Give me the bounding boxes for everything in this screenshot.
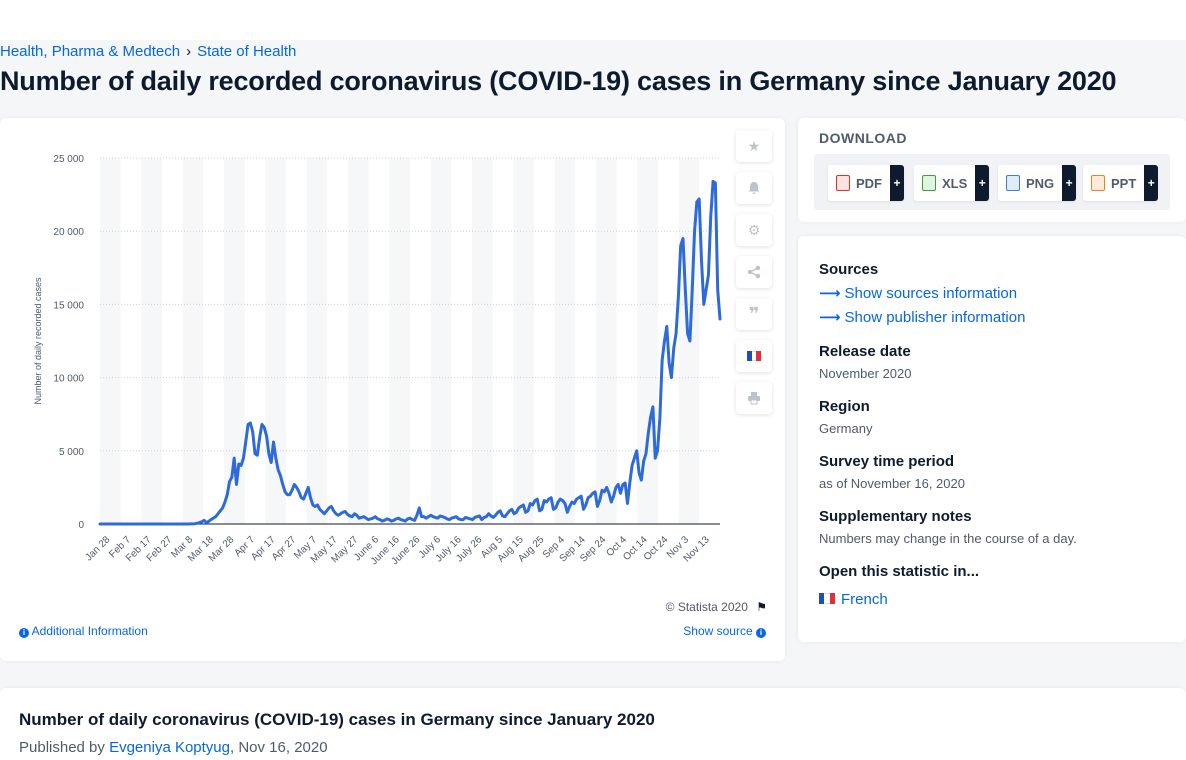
chart-band — [265, 158, 286, 524]
y-tick-label: 0 — [78, 520, 84, 531]
breadcrumb-item-health[interactable]: Health, Pharma & Medtech — [0, 43, 181, 60]
flag-fr-icon — [819, 593, 835, 604]
show-sources-link[interactable]: ⟶ Show sources information — [819, 284, 1017, 302]
x-tick-label: Oct 24 — [642, 534, 671, 563]
pdf-file-icon — [836, 175, 850, 191]
share-icon[interactable] — [736, 256, 772, 288]
print-icon[interactable] — [736, 382, 772, 414]
chart-band — [100, 158, 121, 524]
top-bar — [0, 0, 1186, 40]
statistic-summary-card: Number of daily coronavirus (COVID-19) c… — [0, 688, 1186, 760]
show-source-label: Show source — [683, 624, 753, 638]
supplementary-notes-value: Numbers may change in the course of a da… — [819, 531, 1077, 546]
show-publisher-label: Show publisher information — [844, 309, 1026, 326]
download-buttons: PDF + XLS + PNG + PPT + — [814, 154, 1170, 210]
page-title: Number of daily recorded coronavirus (CO… — [0, 66, 1117, 96]
open-in-french-label: French — [841, 591, 888, 608]
y-tick-label: 5 000 — [59, 447, 84, 458]
survey-period-value: as of November 16, 2020 — [819, 476, 965, 491]
show-source-link[interactable]: Show source i — [683, 624, 766, 638]
download-ppt-plus[interactable]: + — [1144, 165, 1159, 201]
ppt-file-icon — [1091, 175, 1105, 191]
flag-report-icon[interactable]: ⚑ — [756, 600, 767, 614]
download-ppt-label: PPT — [1111, 175, 1137, 191]
open-statistic-heading: Open this statistic in... — [819, 563, 980, 580]
release-date-value: November 2020 — [819, 366, 912, 381]
download-xls-plus[interactable]: + — [975, 165, 990, 201]
open-in-french-link[interactable]: French — [819, 591, 888, 608]
download-card: DOWNLOAD PDF + XLS + PNG + PPT + — [798, 118, 1186, 222]
publish-date: , Nov 16, 2020 — [230, 739, 328, 756]
chart-band — [306, 158, 328, 524]
published-by-label: Published by — [19, 739, 105, 756]
chart-band — [141, 158, 162, 524]
published-by: Published by Evgeniya Koptyug, Nov 16, 2… — [19, 739, 328, 756]
region-heading: Region — [819, 398, 870, 415]
chart-band — [513, 158, 534, 524]
download-xls-button[interactable]: XLS + — [914, 165, 990, 201]
flag-fr-icon[interactable] — [736, 340, 772, 372]
show-sources-label: Show sources information — [844, 285, 1018, 302]
chart-tools: ★ ⚙ ❞ — [736, 130, 772, 424]
chart-band — [596, 158, 617, 524]
chart-band — [348, 158, 369, 524]
supplementary-notes-heading: Supplementary notes — [819, 508, 972, 525]
bell-icon[interactable] — [736, 172, 772, 204]
additional-information-label: Additional Information — [31, 624, 148, 638]
png-file-icon — [1006, 175, 1020, 191]
statistic-title: Number of daily coronavirus (COVID-19) c… — [19, 710, 655, 729]
statista-credit: © Statista 2020 ⚑ — [666, 600, 767, 614]
author-link[interactable]: Evgeniya Koptyug — [109, 739, 230, 756]
star-icon[interactable]: ★ — [736, 130, 772, 162]
xls-file-icon — [922, 175, 936, 191]
x-tick-label: Jan 28 — [83, 534, 112, 563]
download-png-label: PNG — [1026, 175, 1055, 191]
chart-band — [430, 158, 452, 524]
chart-band — [472, 158, 493, 524]
download-pdf-button[interactable]: PDF + — [828, 165, 904, 201]
y-axis-label: Number of daily recorded cases — [33, 277, 43, 405]
y-tick-label: 10 000 — [53, 374, 84, 385]
chart-band — [637, 158, 658, 524]
download-ppt-button[interactable]: PPT + — [1083, 165, 1159, 201]
arrow-right-icon: ⟶ — [819, 309, 841, 326]
download-pdf-plus[interactable]: + — [890, 165, 904, 201]
region-value: Germany — [819, 421, 873, 436]
info-icon: i — [756, 628, 766, 638]
breadcrumb-item-state-of-health[interactable]: State of Health — [197, 43, 297, 60]
info-icon: i — [19, 628, 29, 638]
survey-period-heading: Survey time period — [819, 453, 955, 470]
x-tick-label: Apr 27 — [270, 534, 299, 563]
series-line — [98, 179, 722, 526]
chart-band — [554, 158, 576, 524]
sources-heading: Sources — [819, 261, 879, 278]
download-xls-label: XLS — [942, 175, 968, 191]
breadcrumb-separator: › — [186, 43, 192, 60]
show-publisher-link[interactable]: ⟶ Show publisher information — [819, 308, 1025, 326]
additional-information-link[interactable]: i Additional Information — [19, 624, 148, 638]
y-tick-label: 15 000 — [53, 300, 84, 311]
download-png-plus[interactable]: + — [1062, 165, 1077, 201]
gear-icon[interactable]: ⚙ — [736, 214, 772, 246]
release-date-heading: Release date — [819, 343, 911, 360]
chart-band — [182, 158, 204, 524]
download-png-button[interactable]: PNG + — [998, 165, 1077, 201]
download-title: DOWNLOAD — [819, 130, 907, 146]
breadcrumb: Health, Pharma & Medtech › State of Health — [0, 43, 296, 60]
statistic-details-card: Sources ⟶ Show sources information ⟶ Show … — [798, 236, 1186, 642]
download-pdf-label: PDF — [856, 175, 882, 191]
quote-icon[interactable]: ❞ — [736, 298, 772, 330]
chart-band — [389, 158, 410, 524]
chart-band — [224, 158, 245, 524]
credit-text: © Statista 2020 — [665, 600, 748, 614]
arrow-right-icon: ⟶ — [819, 285, 841, 302]
y-tick-label: 20 000 — [53, 227, 84, 238]
y-tick-label: 25 000 — [53, 154, 84, 165]
